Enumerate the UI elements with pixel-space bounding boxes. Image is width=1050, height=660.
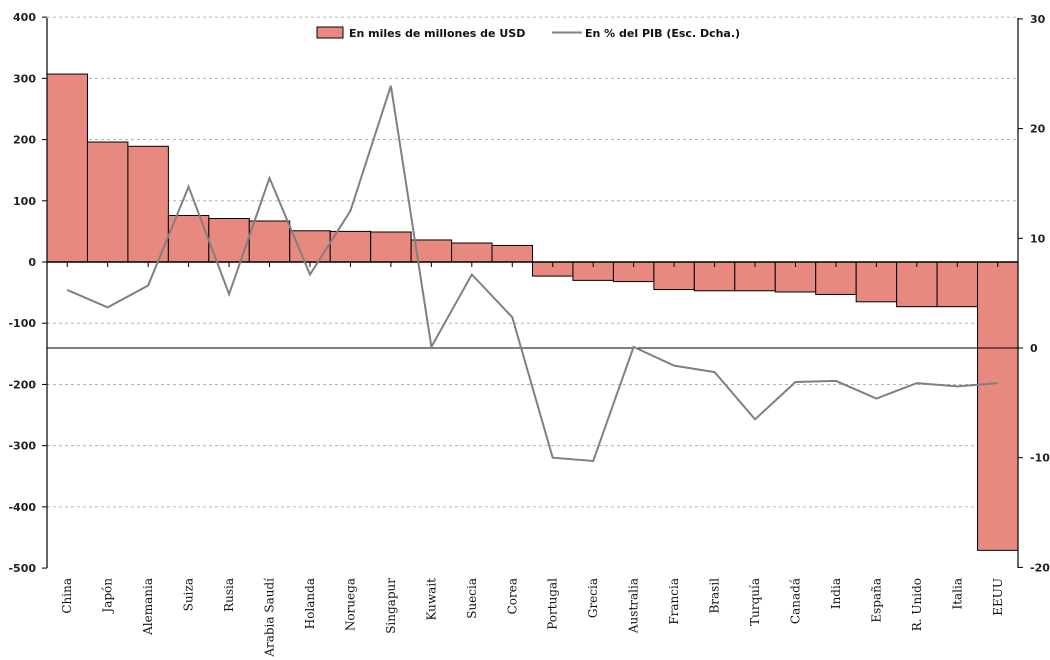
category-label: Italia xyxy=(950,578,964,610)
category-label: Rusia xyxy=(222,578,236,612)
category-label: Japón xyxy=(101,578,115,615)
category-label: Brasil xyxy=(708,578,722,614)
category-label: Corea xyxy=(505,578,519,614)
bar xyxy=(896,261,938,308)
bar xyxy=(936,261,979,308)
right-tick-label: -20 xyxy=(1030,561,1050,574)
category-label: Grecia xyxy=(586,578,600,618)
left-tick-label: -300 xyxy=(8,440,36,453)
left-tick-label: 0 xyxy=(28,256,36,269)
right-tick-label: 20 xyxy=(1030,123,1046,136)
category-label: Turquía xyxy=(748,578,762,626)
left-tick-label: -500 xyxy=(8,562,36,575)
bar xyxy=(329,230,372,263)
right-tick-label: -10 xyxy=(1030,452,1050,465)
left-tick-label: 200 xyxy=(13,134,36,147)
bar xyxy=(977,261,1019,551)
left-tick-label: 400 xyxy=(13,11,36,24)
category-label: Francia xyxy=(667,578,681,625)
category-label: Suecia xyxy=(465,578,479,619)
right-tick-label: 30 xyxy=(1030,13,1046,26)
category-label: Alemania xyxy=(141,578,155,636)
category-label: Canadá xyxy=(788,578,802,624)
bar xyxy=(248,220,291,263)
legend-bar-swatch xyxy=(316,26,344,39)
category-label: Portugal xyxy=(546,578,560,630)
bar xyxy=(289,230,331,263)
bar xyxy=(370,231,412,263)
bar xyxy=(86,141,129,263)
category-label: Noruega xyxy=(343,578,357,631)
category-label: Suiza xyxy=(182,578,196,611)
bar xyxy=(127,145,169,263)
category-label: R. Unido xyxy=(910,578,924,631)
legend: En miles de millones de USD En % del PIB… xyxy=(316,26,740,40)
category-label: China xyxy=(60,578,74,614)
gdp-percent-line xyxy=(66,85,998,463)
category-label: Holanda xyxy=(303,578,317,629)
category-label: Singapur xyxy=(384,578,398,634)
bar xyxy=(815,261,857,295)
bar xyxy=(855,261,898,303)
category-label: India xyxy=(829,578,843,609)
bar xyxy=(46,73,88,263)
category-label: Kuwait xyxy=(424,578,438,621)
right-tick-label: 10 xyxy=(1030,232,1046,245)
category-label: España xyxy=(869,578,883,623)
bar xyxy=(491,244,533,263)
category-label: Arabia Saudí xyxy=(263,578,277,658)
left-tick-label: 300 xyxy=(13,72,36,85)
legend-line-label: En % del PIB (Esc. Dcha.) xyxy=(585,27,740,40)
right-tick-label: 0 xyxy=(1030,342,1038,355)
bar-series xyxy=(46,73,1019,551)
category-label: Australia xyxy=(627,578,641,634)
left-tick-label: -100 xyxy=(8,317,36,330)
category-label: EEUU xyxy=(991,578,1005,616)
axis-labels: 4003002001000-100-200-300-400-5003020100… xyxy=(8,11,1050,658)
left-tick-label: 100 xyxy=(13,195,36,208)
line-series xyxy=(66,85,998,463)
axes xyxy=(42,16,1023,569)
bar xyxy=(451,242,493,263)
legend-bar-label: En miles de millones de USD xyxy=(349,27,525,40)
left-tick-label: -400 xyxy=(8,501,36,514)
left-tick-label: -200 xyxy=(8,378,36,391)
